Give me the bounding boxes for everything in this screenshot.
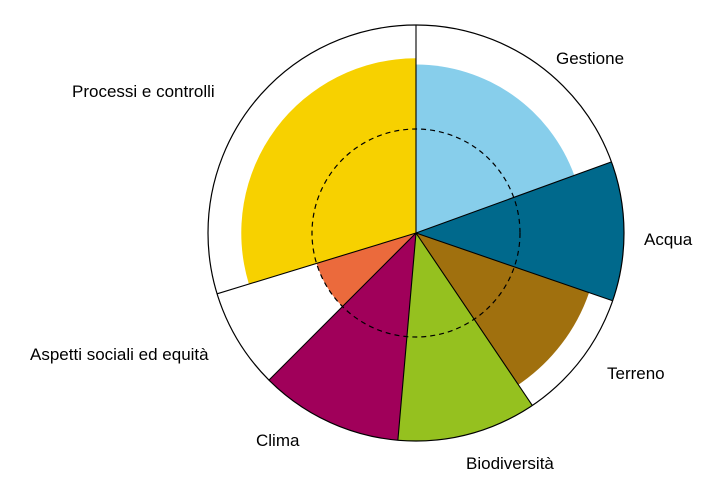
wedge-gestione <box>416 64 575 234</box>
wedge-clima <box>268 233 416 441</box>
segment-divider <box>415 161 612 234</box>
segment-divider <box>415 232 613 302</box>
chart-labels: Gestione Acqua Terreno Biodiversità Clim… <box>30 49 693 473</box>
wedge-biodiversita <box>397 233 533 442</box>
segment-label-processi-controlli: Processi e controlli <box>72 82 215 101</box>
segment-divider <box>268 232 417 381</box>
wedge-processi-e-controlli <box>241 58 416 285</box>
segment-label-biodiversita: Biodiversità <box>466 454 554 473</box>
segment-label-terreno: Terreno <box>607 364 665 383</box>
segment-label-aspetti-sociali: Aspetti sociali ed equità <box>30 345 209 364</box>
segment-label-acqua: Acqua <box>644 230 693 249</box>
segment-divider <box>216 232 417 295</box>
segment-label-gestione: Gestione <box>556 49 624 68</box>
wedge-aspetti-sociali-ed-equita <box>316 233 416 307</box>
segment-label-clima: Clima <box>256 431 300 450</box>
wedge-terreno <box>416 233 590 385</box>
segment-divider <box>415 232 533 406</box>
chart-wedges <box>241 58 625 442</box>
segment-divider <box>397 232 417 441</box>
chart-frame <box>207 24 625 442</box>
